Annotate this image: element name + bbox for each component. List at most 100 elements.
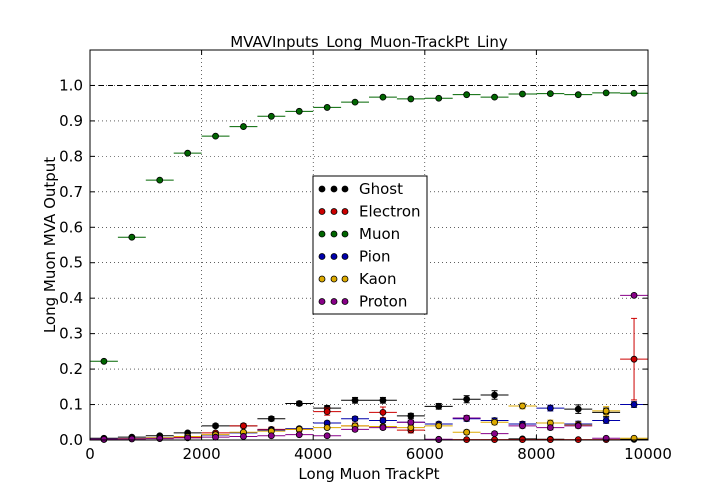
series-muon	[90, 89, 648, 365]
legend-marker	[318, 253, 326, 260]
legend-item-muon: Muon	[318, 225, 400, 243]
legend-marker	[330, 298, 338, 305]
x-tick-label: 0	[85, 445, 95, 463]
ticks: 0 2000 4000 6000 8000 10000 0.0 0.1 0.2 0.3 0.4 0.5…	[59, 50, 672, 463]
legend-marker	[341, 275, 349, 283]
data-point	[407, 412, 415, 420]
data-point	[295, 107, 303, 115]
y-tick-label: 0.7	[59, 183, 83, 201]
data-point	[379, 408, 387, 416]
data-point	[546, 404, 554, 412]
data-point	[323, 408, 331, 416]
legend-marker	[341, 185, 349, 193]
y-tick-label: 1.0	[59, 76, 83, 94]
y-tick-label: 0.2	[59, 360, 83, 378]
data-point	[435, 402, 443, 410]
data-point	[212, 433, 219, 441]
data-point	[602, 407, 610, 415]
data-point	[156, 176, 164, 184]
legend-item-pion: Pion	[318, 248, 391, 266]
data-point	[267, 415, 275, 423]
data-point	[519, 90, 526, 98]
legend-marker	[318, 298, 326, 305]
data-point	[463, 414, 471, 422]
legend-item-ghost: Ghost	[318, 180, 403, 198]
x-tick-label: 10000	[624, 445, 672, 463]
data-point	[379, 396, 387, 404]
data-point	[602, 417, 610, 424]
data-point	[351, 425, 359, 433]
data-point	[128, 435, 136, 443]
x-tick-label: 6000	[406, 445, 444, 463]
data-point	[491, 418, 498, 426]
legend-item-kaon: Kaon	[318, 270, 396, 288]
legend-box	[312, 175, 428, 315]
data-point	[546, 424, 554, 431]
chart-title: MVAVInputs_Long_Muon-TrackPt_Liny	[230, 33, 508, 52]
legend-label: Proton	[359, 293, 407, 311]
legend-label: Ghost	[359, 180, 403, 198]
data-point	[630, 355, 638, 363]
data-point	[240, 123, 247, 130]
legend-item-electron: Electron	[318, 203, 421, 221]
legend-marker	[341, 208, 349, 215]
data-point	[491, 391, 498, 399]
y-tick-label: 0.9	[59, 112, 83, 130]
legend-marker	[330, 185, 338, 193]
data-point	[184, 149, 192, 157]
legend-label: Kaon	[359, 270, 396, 288]
data-point	[435, 94, 443, 102]
data-point	[156, 435, 164, 442]
data-point	[323, 104, 331, 111]
data-point	[630, 401, 638, 408]
data-point	[491, 430, 498, 438]
y-tick-label: 0.4	[59, 289, 83, 307]
legend-label: Electron	[359, 203, 421, 221]
legend-item-proton: Proton	[318, 293, 407, 311]
data-point	[323, 432, 331, 440]
data-point	[463, 395, 471, 403]
data-point	[351, 396, 359, 404]
grid	[90, 50, 648, 440]
data-point	[100, 435, 108, 443]
data-point	[240, 422, 247, 430]
data-point	[407, 418, 415, 426]
x-tick-label: 4000	[294, 445, 332, 463]
data-point	[267, 112, 275, 120]
y-tick-label: 0.1	[59, 396, 83, 414]
data-point	[630, 291, 638, 299]
data-point	[574, 91, 582, 99]
data-point	[602, 89, 610, 97]
legend-marker	[318, 230, 326, 238]
legend-marker	[330, 230, 338, 238]
data-point	[407, 95, 415, 103]
y-axis-label: Long Muon MVA Output	[41, 157, 59, 333]
x-tick-label: 2000	[183, 445, 221, 463]
data-point	[295, 400, 303, 407]
data-point	[351, 415, 359, 423]
plot-frame	[89, 49, 649, 441]
data-point	[435, 422, 443, 430]
legend-marker	[341, 230, 349, 238]
y-tick-label: 0.6	[59, 218, 83, 236]
legend-marker	[318, 275, 326, 283]
data-point	[463, 91, 471, 99]
data-point	[574, 405, 582, 413]
legend-marker	[330, 253, 338, 260]
data-point	[435, 435, 443, 443]
legend-marker	[341, 298, 349, 305]
data-point	[379, 93, 387, 101]
data-point	[212, 422, 219, 430]
data-point	[184, 434, 192, 442]
data-point	[240, 433, 247, 440]
legend: Ghost Electron Muon Pion Kaon Proton	[312, 175, 428, 315]
legend-marker	[318, 208, 326, 215]
data-point	[519, 402, 526, 410]
y-tick-label: 0.3	[59, 325, 83, 343]
data-point	[574, 422, 582, 430]
data-point	[519, 422, 526, 430]
series-proton	[90, 291, 648, 443]
legend-marker	[318, 185, 326, 193]
x-axis-label: Long Muon TrackPt	[298, 465, 439, 483]
